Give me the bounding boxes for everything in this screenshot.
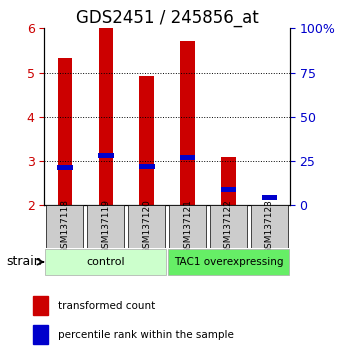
FancyBboxPatch shape <box>87 205 124 248</box>
Bar <box>58 58 72 205</box>
Bar <box>262 195 277 200</box>
FancyBboxPatch shape <box>168 249 289 275</box>
FancyBboxPatch shape <box>46 205 83 248</box>
FancyBboxPatch shape <box>45 249 166 275</box>
Text: GSM137118: GSM137118 <box>60 199 69 254</box>
FancyBboxPatch shape <box>128 205 165 248</box>
Text: GSM137122: GSM137122 <box>224 199 233 254</box>
Bar <box>99 28 113 205</box>
Bar <box>139 76 154 205</box>
Text: strain: strain <box>7 256 42 268</box>
Bar <box>139 164 154 169</box>
FancyBboxPatch shape <box>251 205 288 248</box>
Bar <box>180 155 195 160</box>
Text: GSM137119: GSM137119 <box>101 199 110 254</box>
FancyBboxPatch shape <box>210 205 247 248</box>
Text: GSM137121: GSM137121 <box>183 199 192 254</box>
Text: percentile rank within the sample: percentile rank within the sample <box>58 330 234 339</box>
Bar <box>33 296 48 315</box>
Text: transformed count: transformed count <box>58 301 155 311</box>
Bar <box>221 156 236 205</box>
Text: GSM137120: GSM137120 <box>142 199 151 254</box>
Bar <box>98 153 114 159</box>
Bar <box>221 187 236 193</box>
Text: GSM137123: GSM137123 <box>265 199 274 254</box>
Bar <box>57 165 73 170</box>
Text: control: control <box>86 257 125 267</box>
Bar <box>180 41 195 205</box>
FancyBboxPatch shape <box>169 205 206 248</box>
Text: TAC1 overexpressing: TAC1 overexpressing <box>174 257 283 267</box>
Title: GDS2451 / 245856_at: GDS2451 / 245856_at <box>76 9 258 27</box>
Bar <box>33 325 48 344</box>
